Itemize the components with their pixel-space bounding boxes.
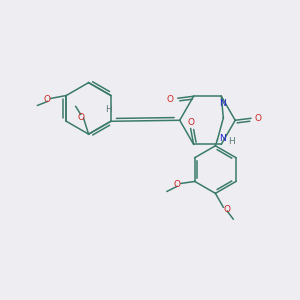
Text: H: H: [228, 137, 235, 146]
Text: H: H: [106, 105, 112, 114]
Text: N: N: [219, 134, 226, 143]
Text: O: O: [77, 113, 84, 122]
Text: O: O: [254, 114, 262, 123]
Text: O: O: [166, 95, 173, 104]
Text: O: O: [44, 95, 51, 104]
Text: N: N: [219, 99, 226, 108]
Text: O: O: [224, 205, 231, 214]
Text: O: O: [173, 180, 181, 189]
Text: O: O: [187, 118, 194, 127]
